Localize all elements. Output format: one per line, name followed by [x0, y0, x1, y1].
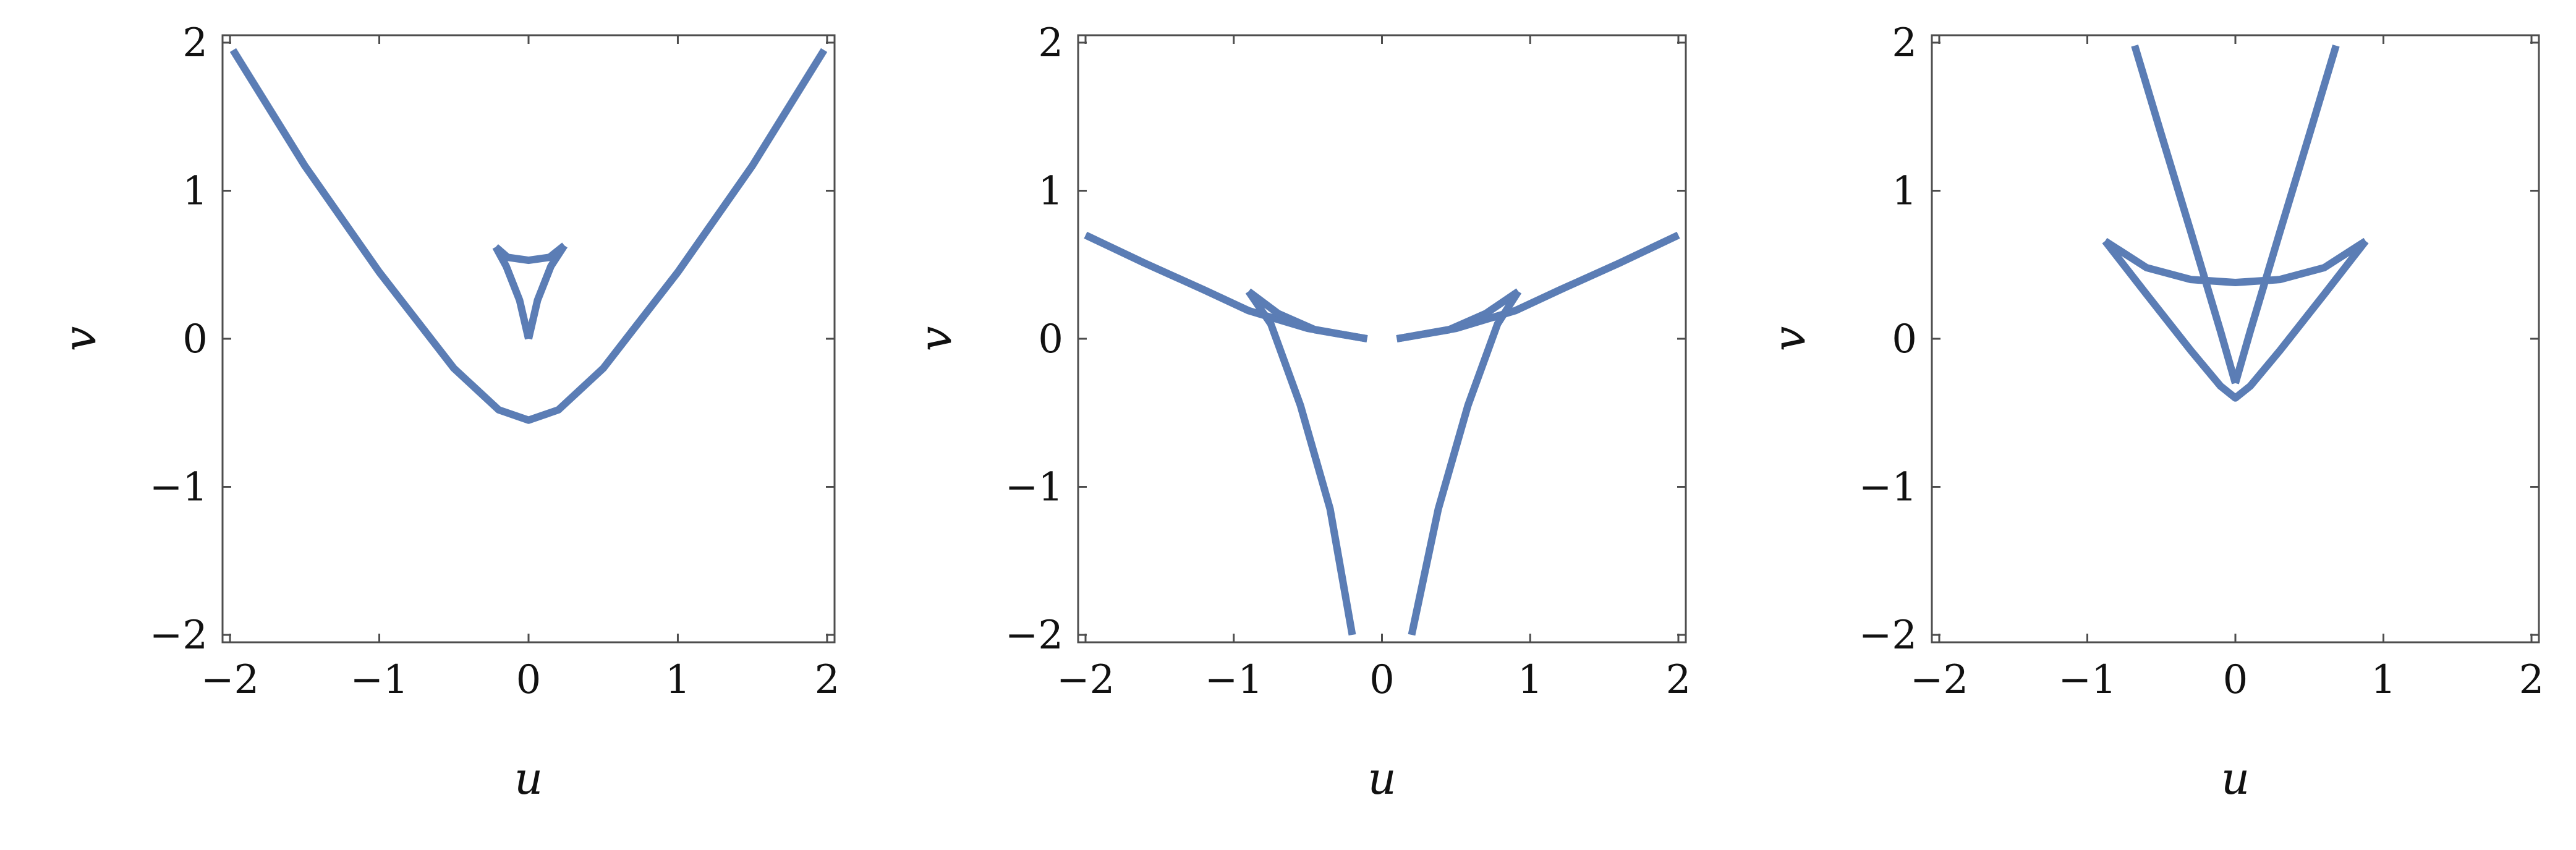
series-line-6 [1408, 289, 1522, 636]
series-line-3 [525, 243, 568, 340]
series-line-1 [229, 48, 828, 424]
x-tick-label: −2 [201, 657, 259, 703]
curves [229, 48, 828, 424]
y-tick-label: 1 [1892, 168, 1917, 214]
y-tick-label: 1 [1038, 168, 1063, 214]
y-tick-label: −2 [1859, 613, 1917, 658]
series-line-1 [2131, 45, 2239, 385]
x-tick-label: −2 [1056, 657, 1115, 703]
x-tick-label: −2 [1910, 657, 1968, 703]
y-tick-label: 0 [1892, 317, 1917, 362]
series-line-5 [1245, 289, 1356, 636]
y-tick-label: −1 [1005, 465, 1063, 511]
series-line-2 [1396, 231, 1680, 342]
y-tick-label: −1 [150, 465, 208, 511]
series-line-4 [493, 242, 567, 265]
y-tick-label: 0 [182, 317, 208, 362]
panel-3: −2 −1 0 1 2 −2 −1 0 1 2 u v [1763, 20, 2544, 804]
y-tick-label: −2 [150, 613, 208, 658]
series-line-3 [2102, 237, 2368, 286]
x-axis-title: u [1367, 752, 1396, 804]
x-tick-label: 1 [2371, 657, 2396, 703]
x-tick-label: 0 [1369, 657, 1395, 703]
x-tick-label: 0 [516, 657, 542, 703]
y-axis-title: v [54, 326, 106, 352]
x-tick-label: 2 [2519, 657, 2544, 703]
y-tick-label: −2 [1005, 613, 1063, 658]
x-tick-label: 1 [665, 657, 691, 703]
x-tick-label: 0 [2223, 657, 2248, 703]
y-axis-title: v [1763, 326, 1815, 352]
x-axis-title: u [514, 752, 543, 804]
panel-2: −2 −1 0 1 2 −2 −1 0 1 2 u v [909, 20, 1691, 804]
x-tick-label: 2 [1666, 657, 1691, 703]
series-line-2 [492, 245, 532, 340]
series-line-4 [1396, 288, 1521, 342]
series-line-3 [1246, 288, 1368, 342]
x-tick-label: 1 [1518, 657, 1543, 703]
y-axis-title: v [909, 326, 961, 352]
x-tick-label: −1 [350, 657, 408, 703]
x-tick-label: 2 [815, 657, 840, 703]
series-line-1 [1084, 231, 1368, 342]
x-tick-label: −1 [1205, 657, 1263, 703]
y-tick-label: 2 [1892, 20, 1917, 66]
x-axis-title: u [2221, 752, 2250, 804]
plot-frame [1931, 34, 2540, 644]
curves [2102, 45, 2369, 402]
y-tick-label: 2 [1038, 20, 1063, 66]
y-tick-label: −1 [1859, 465, 1917, 511]
plot-frame [1077, 34, 1687, 644]
curves [1084, 231, 1680, 636]
y-tick-label: 1 [182, 168, 208, 214]
series-line-2 [2232, 45, 2340, 385]
panel-1: −2 −1 0 1 2 −2 −1 0 1 2 u v [54, 20, 840, 804]
y-tick-label: 0 [1038, 317, 1063, 362]
y-tick-label: 2 [182, 20, 208, 66]
series-line-4 [2102, 239, 2369, 402]
x-tick-label: −1 [2058, 657, 2116, 703]
